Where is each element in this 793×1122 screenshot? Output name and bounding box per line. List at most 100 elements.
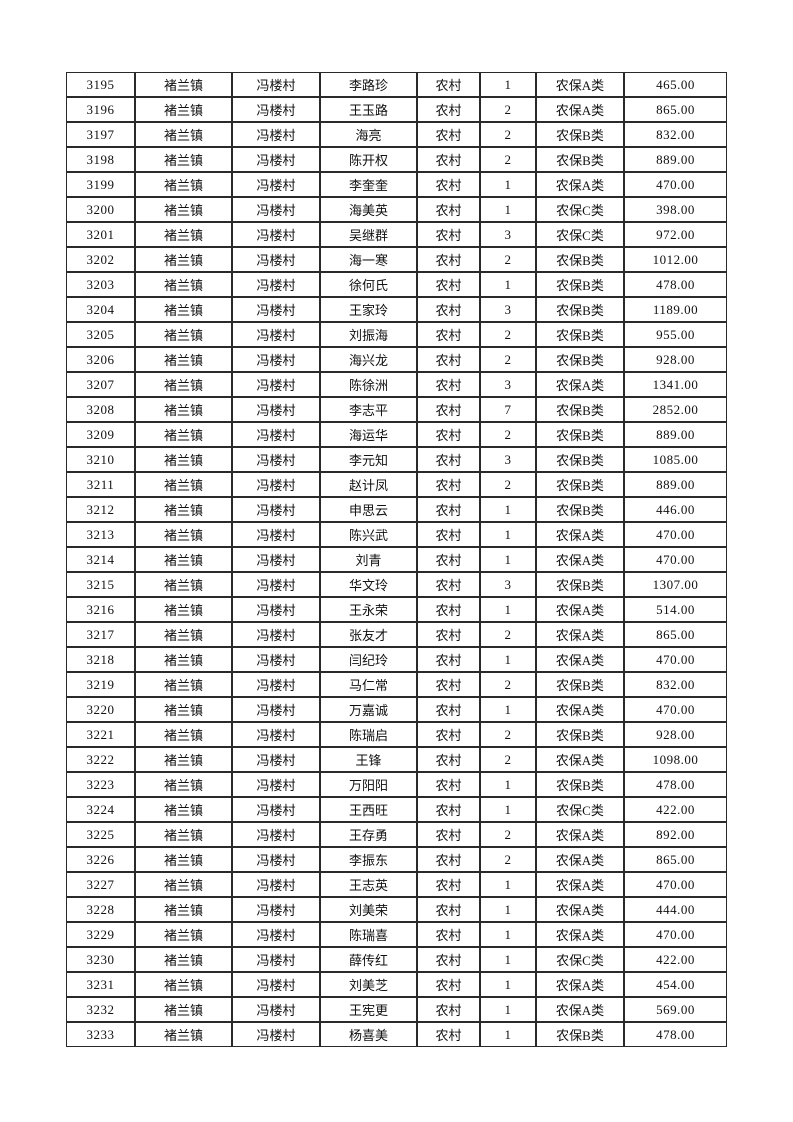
cell-household-type: 农村: [417, 72, 480, 97]
cell-household-type: 农村: [417, 97, 480, 122]
cell-town: 褚兰镇: [135, 597, 232, 622]
cell-serial-number: 3201: [66, 222, 135, 247]
cell-household-type: 农村: [417, 472, 480, 497]
cell-person-name: 刘美荣: [320, 897, 417, 922]
cell-amount: 569.00: [624, 997, 727, 1022]
cell-insurance-category: 农保A类: [536, 872, 624, 897]
table-row: 3204 褚兰镇 冯楼村 王家玲 农村 3 农保B类 1189.00: [66, 297, 727, 322]
cell-amount: 470.00: [624, 522, 727, 547]
cell-serial-number: 3229: [66, 922, 135, 947]
cell-insurance-category: 农保A类: [536, 897, 624, 922]
cell-household-type: 农村: [417, 297, 480, 322]
cell-serial-number: 3198: [66, 147, 135, 172]
table-row: 3229 褚兰镇 冯楼村 陈瑞喜 农村 1 农保A类 470.00: [66, 922, 727, 947]
cell-town: 褚兰镇: [135, 272, 232, 297]
cell-insurance-category: 农保A类: [536, 172, 624, 197]
cell-village: 冯楼村: [232, 247, 320, 272]
table-row: 3228 褚兰镇 冯楼村 刘美荣 农村 1 农保A类 444.00: [66, 897, 727, 922]
cell-insurance-category: 农保B类: [536, 447, 624, 472]
cell-person-count: 2: [480, 247, 536, 272]
cell-insurance-category: 农保A类: [536, 547, 624, 572]
table-row: 3210 褚兰镇 冯楼村 李元知 农村 3 农保B类 1085.00: [66, 447, 727, 472]
cell-household-type: 农村: [417, 597, 480, 622]
cell-town: 褚兰镇: [135, 872, 232, 897]
cell-serial-number: 3213: [66, 522, 135, 547]
cell-household-type: 农村: [417, 372, 480, 397]
cell-village: 冯楼村: [232, 972, 320, 997]
cell-serial-number: 3210: [66, 447, 135, 472]
cell-insurance-category: 农保A类: [536, 597, 624, 622]
cell-village: 冯楼村: [232, 872, 320, 897]
cell-town: 褚兰镇: [135, 822, 232, 847]
cell-amount: 1189.00: [624, 297, 727, 322]
cell-serial-number: 3220: [66, 697, 135, 722]
cell-person-name: 王宪更: [320, 997, 417, 1022]
cell-town: 褚兰镇: [135, 497, 232, 522]
cell-insurance-category: 农保A类: [536, 747, 624, 772]
table-row: 3215 褚兰镇 冯楼村 华文玲 农村 3 农保B类 1307.00: [66, 572, 727, 597]
cell-person-count: 1: [480, 997, 536, 1022]
cell-household-type: 农村: [417, 622, 480, 647]
cell-person-count: 2: [480, 847, 536, 872]
cell-town: 褚兰镇: [135, 647, 232, 672]
cell-person-count: 2: [480, 422, 536, 447]
cell-amount: 470.00: [624, 647, 727, 672]
cell-town: 褚兰镇: [135, 447, 232, 472]
cell-serial-number: 3205: [66, 322, 135, 347]
cell-insurance-category: 农保B类: [536, 672, 624, 697]
cell-person-name: 王玉路: [320, 97, 417, 122]
cell-person-name: 徐何氏: [320, 272, 417, 297]
cell-person-count: 2: [480, 122, 536, 147]
table-row: 3226 褚兰镇 冯楼村 李振东 农村 2 农保A类 865.00: [66, 847, 727, 872]
cell-insurance-category: 农保B类: [536, 322, 624, 347]
cell-amount: 478.00: [624, 1022, 727, 1047]
cell-village: 冯楼村: [232, 897, 320, 922]
cell-serial-number: 3200: [66, 197, 135, 222]
cell-town: 褚兰镇: [135, 197, 232, 222]
cell-insurance-category: 农保A类: [536, 72, 624, 97]
cell-serial-number: 3233: [66, 1022, 135, 1047]
cell-person-name: 闫纪玲: [320, 647, 417, 672]
cell-town: 褚兰镇: [135, 372, 232, 397]
cell-household-type: 农村: [417, 847, 480, 872]
cell-serial-number: 3218: [66, 647, 135, 672]
cell-village: 冯楼村: [232, 322, 320, 347]
cell-person-name: 李奎奎: [320, 172, 417, 197]
table-row: 3232 褚兰镇 冯楼村 王宪更 农村 1 农保A类 569.00: [66, 997, 727, 1022]
cell-village: 冯楼村: [232, 447, 320, 472]
cell-village: 冯楼村: [232, 472, 320, 497]
cell-insurance-category: 农保A类: [536, 647, 624, 672]
cell-household-type: 农村: [417, 347, 480, 372]
cell-village: 冯楼村: [232, 747, 320, 772]
cell-insurance-category: 农保C类: [536, 197, 624, 222]
cell-serial-number: 3223: [66, 772, 135, 797]
cell-person-count: 1: [480, 272, 536, 297]
cell-town: 褚兰镇: [135, 972, 232, 997]
cell-person-name: 王家玲: [320, 297, 417, 322]
cell-village: 冯楼村: [232, 372, 320, 397]
cell-village: 冯楼村: [232, 922, 320, 947]
table-row: 3201 褚兰镇 冯楼村 吴继群 农村 3 农保C类 972.00: [66, 222, 727, 247]
table-row: 3212 褚兰镇 冯楼村 申思云 农村 1 农保B类 446.00: [66, 497, 727, 522]
cell-person-name: 陈徐洲: [320, 372, 417, 397]
cell-amount: 889.00: [624, 472, 727, 497]
cell-town: 褚兰镇: [135, 547, 232, 572]
cell-insurance-category: 农保B类: [536, 247, 624, 272]
cell-person-name: 海亮: [320, 122, 417, 147]
cell-person-count: 2: [480, 722, 536, 747]
cell-village: 冯楼村: [232, 722, 320, 747]
cell-insurance-category: 农保B类: [536, 722, 624, 747]
cell-person-count: 1: [480, 597, 536, 622]
cell-household-type: 农村: [417, 972, 480, 997]
cell-household-type: 农村: [417, 147, 480, 172]
cell-person-count: 1: [480, 197, 536, 222]
cell-person-name: 李志平: [320, 397, 417, 422]
cell-amount: 1085.00: [624, 447, 727, 472]
cell-person-count: 1: [480, 1022, 536, 1047]
cell-serial-number: 3214: [66, 547, 135, 572]
table-row: 3220 褚兰镇 冯楼村 万嘉诚 农村 1 农保A类 470.00: [66, 697, 727, 722]
cell-household-type: 农村: [417, 997, 480, 1022]
cell-household-type: 农村: [417, 897, 480, 922]
cell-village: 冯楼村: [232, 672, 320, 697]
